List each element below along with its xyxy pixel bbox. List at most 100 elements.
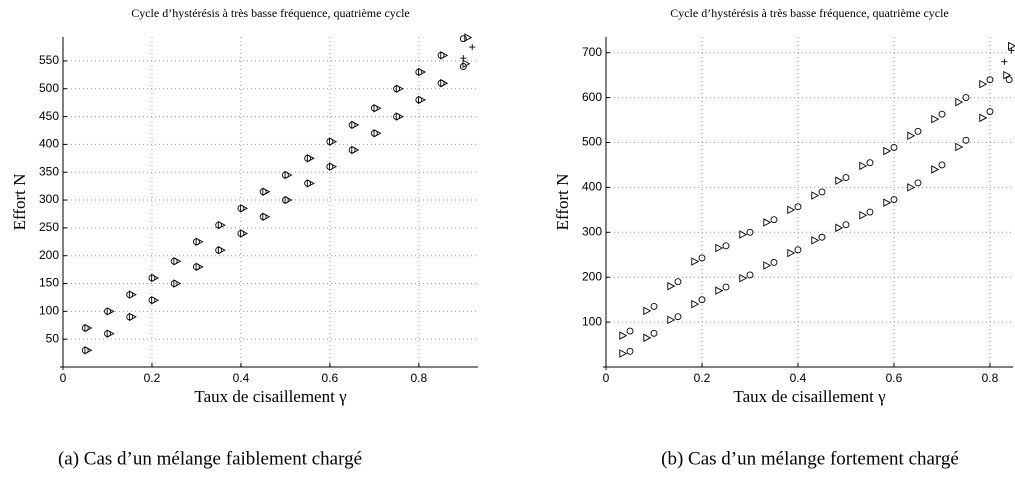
y-tick-label: 350 [39,164,59,178]
triangle-marker [306,154,315,163]
triangle-marker [351,145,360,155]
y-tick-label: 200 [582,269,602,283]
x-tick-label: 0.2 [694,371,711,385]
triangle-marker [955,142,964,152]
triangle-marker [643,333,652,343]
x-tick-label: 0 [603,371,610,385]
circle-marker [650,302,658,310]
triangle-marker [739,230,748,239]
circle-marker [842,174,850,181]
y-tick-label: 500 [582,135,602,149]
triangle-marker [173,257,182,266]
y-tick-label: 300 [582,224,602,238]
circle-marker [818,233,826,241]
triangle-marker [151,295,160,305]
circle-marker [459,35,467,43]
circle-marker [674,313,682,321]
circle-marker [746,228,754,236]
triangle-marker [787,248,796,258]
triangle-marker [835,223,844,233]
y-tick-label: 600 [582,90,602,104]
y-tick-label: 50 [46,331,60,345]
triangle-marker [835,176,844,185]
caption: (b) Cas d’un mélange fortement chargé [661,448,959,469]
triangle-marker [931,114,940,124]
triangle-marker [195,262,204,272]
triangle-marker [262,187,271,196]
triangle-marker [979,113,988,123]
y-tick-label: 450 [39,109,59,123]
plus-marker [60,364,66,370]
triangle-marker [128,290,137,299]
triangle-marker [955,97,964,107]
circle-marker [818,188,826,196]
triangle-marker [151,273,160,283]
y-tick-label: 400 [39,137,59,151]
triangle-marker [619,331,628,340]
circle-marker [770,216,778,224]
triangle-marker [739,273,748,283]
x-tick-label: 0 [60,371,67,385]
triangle-marker [173,279,182,288]
triangle-marker [262,212,271,222]
x-tick-label: 0.6 [886,371,903,385]
triangle-marker [240,204,249,213]
circle-marker [794,203,802,211]
triangle-marker [128,312,137,322]
x-tick-label: 0.2 [144,371,161,385]
plus-marker [603,364,609,370]
triangle-marker [106,307,115,316]
triangle-marker [217,220,226,230]
circle-marker [794,246,802,254]
triangle-marker [715,243,724,253]
circle-marker [914,179,922,187]
circle-marker [938,110,946,118]
triangle-marker [217,245,226,255]
circle-marker [986,76,994,84]
circle-marker [866,159,874,167]
y-tick-label: 100 [39,304,59,318]
x-tick-label: 0.4 [790,371,807,385]
circle-marker [842,221,850,229]
triangle-marker [763,218,772,227]
circle-marker [626,347,634,355]
circle-marker [698,254,706,262]
triangle-marker [691,299,700,309]
triangle-marker [883,146,892,156]
circle-marker [626,327,634,335]
triangle-marker [1003,70,1012,80]
triangle-marker [351,120,360,130]
triangle-marker [464,33,473,42]
triangle-marker [859,161,868,171]
triangle-marker [691,257,700,266]
circle-marker [890,143,898,151]
triangle-marker [667,281,676,291]
triangle-marker [667,315,676,325]
triangle-marker [106,329,115,338]
circle-marker [1005,76,1013,84]
triangle-marker [284,195,293,205]
triangle-marker [859,210,868,220]
circle-marker [962,94,970,102]
circle-marker [938,161,946,169]
triangle-marker [715,286,724,295]
circle-marker [890,196,898,203]
triangle-marker [619,349,628,358]
triangle-marker [84,346,93,355]
y-tick-label: 250 [39,220,59,234]
y-tick-label: 550 [39,53,59,67]
triangle-marker [440,51,449,60]
x-axis-label: Taux de cisaillement γ [733,387,886,406]
triangle-marker [195,237,204,247]
triangle-marker [811,236,820,245]
circle-marker [722,242,730,250]
triangle-marker [907,131,916,141]
plus-marker [1001,58,1008,65]
triangle-marker [883,198,892,207]
triangle-marker [84,323,93,333]
plus-marker [469,44,476,51]
circle-marker [746,271,754,279]
y-tick-label: 500 [39,81,59,95]
triangle-marker [418,67,426,77]
triangle-marker [979,79,988,89]
